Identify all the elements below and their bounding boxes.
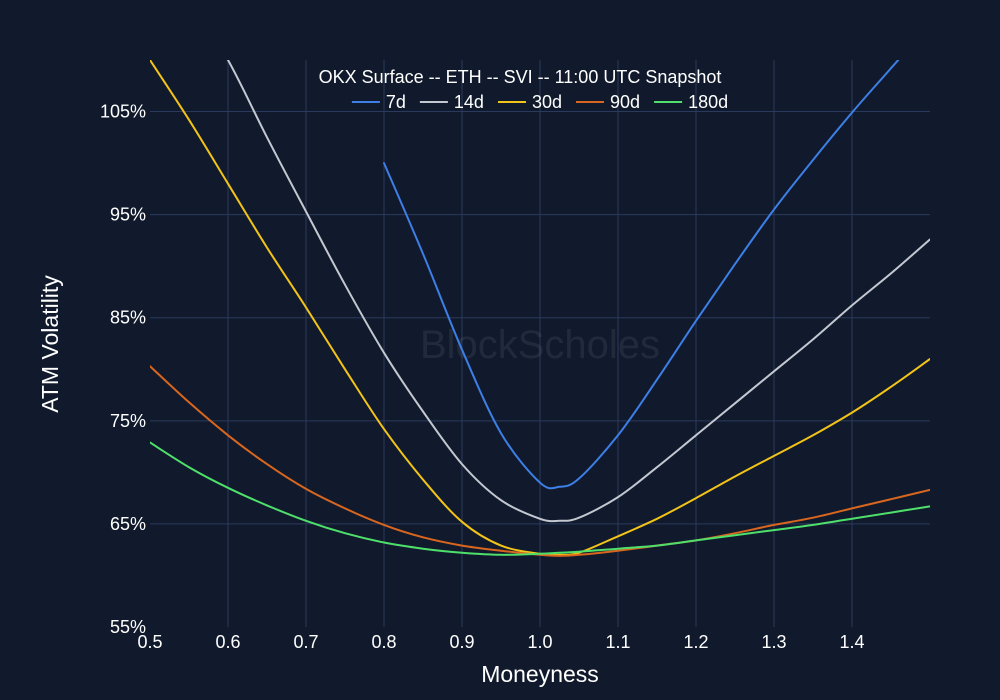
y-tick-label: 85% bbox=[110, 308, 146, 328]
legend: 7d 14d 30d 90d 180d bbox=[351, 92, 728, 112]
x-tick-label: 0.9 bbox=[449, 632, 474, 652]
legend-item-90d: 90d bbox=[576, 92, 640, 112]
x-tick-label: 1.1 bbox=[605, 632, 630, 652]
legend-label: 30d bbox=[532, 92, 562, 112]
x-tick-label: 1.2 bbox=[683, 632, 708, 652]
y-axis-title: ATM Volatility bbox=[37, 275, 63, 413]
x-tick-label: 1.3 bbox=[761, 632, 786, 652]
legend-item-14d: 14d bbox=[419, 92, 484, 112]
legend-label: 14d bbox=[454, 92, 484, 112]
x-axis-title: Moneyness bbox=[481, 661, 599, 687]
series-line-90d bbox=[150, 365, 930, 557]
legend-label: 7d bbox=[386, 92, 406, 112]
y-tick-label: 55% bbox=[110, 617, 146, 637]
legend-label: 180d bbox=[688, 92, 728, 112]
watermark: BlockScholes bbox=[420, 323, 660, 367]
x-tick-label: 0.5 bbox=[137, 632, 162, 652]
series-line-180d bbox=[150, 441, 930, 556]
series-line-14d bbox=[226, 60, 930, 523]
legend-label: 90d bbox=[610, 92, 640, 112]
y-tick-labels: 55% 65% 75% 85% 95% 105% bbox=[100, 102, 146, 637]
grid-lines bbox=[150, 60, 930, 627]
x-tick-label: 0.6 bbox=[215, 632, 240, 652]
y-tick-label: 65% bbox=[110, 514, 146, 534]
x-tick-label: 0.8 bbox=[371, 632, 396, 652]
y-tick-label: 75% bbox=[110, 411, 146, 431]
legend-item-30d: 30d bbox=[498, 92, 562, 112]
y-tick-label: 95% bbox=[110, 205, 146, 225]
legend-item-7d: 7d bbox=[351, 92, 406, 112]
series-lines bbox=[150, 60, 930, 557]
x-tick-label: 1.4 bbox=[839, 632, 864, 652]
x-tick-label: 1.0 bbox=[527, 632, 552, 652]
legend-item-180d: 180d bbox=[654, 92, 728, 112]
chart-title: OKX Surface -- ETH -- SVI -- 11:00 UTC S… bbox=[319, 67, 722, 87]
x-tick-label: 0.7 bbox=[293, 632, 318, 652]
x-tick-labels: 0.5 0.6 0.7 0.8 0.9 1.0 1.1 1.2 1.3 1.4 bbox=[137, 632, 864, 652]
y-tick-label: 105% bbox=[100, 102, 146, 122]
series-line-7d bbox=[383, 60, 900, 490]
